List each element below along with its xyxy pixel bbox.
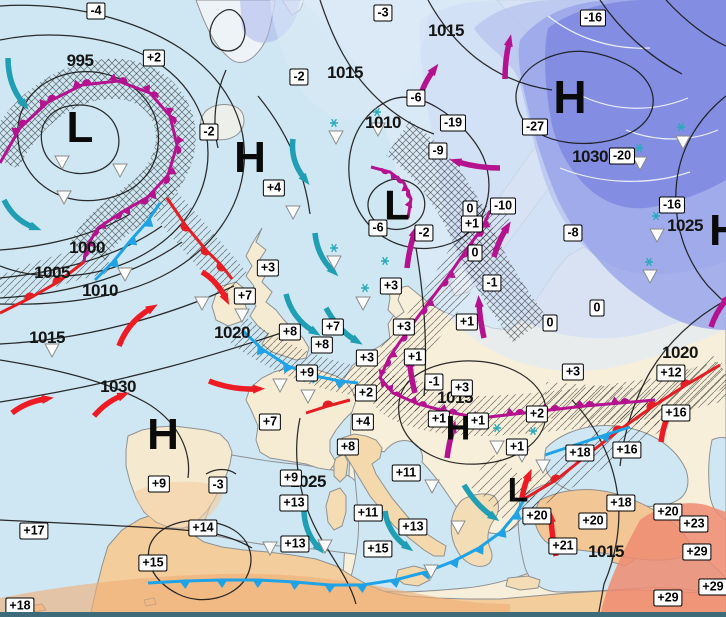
shower-symbol-icon	[424, 479, 440, 495]
snow-symbol-icon	[645, 257, 653, 267]
map-bottom-edge	[0, 612, 726, 617]
mag-wind-arrow	[444, 420, 457, 459]
shower-symbol-icon	[326, 255, 342, 271]
shower-symbol-icon	[535, 459, 551, 475]
snow-symbol-icon	[330, 118, 338, 128]
shower-symbol-icon	[370, 122, 386, 138]
mag-wind-arrow	[491, 221, 511, 258]
isobar-line	[209, 9, 246, 52]
shower-symbol-icon	[675, 135, 691, 151]
thickness-contour	[625, 129, 719, 140]
isobar-line	[515, 50, 654, 145]
shower-symbol-icon	[489, 440, 505, 456]
shower-symbol-icon	[355, 296, 371, 312]
cold-front	[544, 425, 631, 457]
thickness-contour	[547, 15, 651, 49]
red-wind-arrow	[207, 378, 265, 394]
snow-symbol-icon	[361, 283, 369, 293]
shower-symbol-icon	[262, 541, 278, 557]
snow-symbol-icon	[677, 122, 685, 132]
teal-wind-arrow	[1, 198, 42, 231]
cold-front	[147, 499, 526, 593]
shower-symbol-icon	[423, 564, 439, 580]
shower-symbol-icon	[54, 155, 70, 171]
red-wind-arrow	[200, 269, 230, 305]
shower-symbol-icon	[317, 539, 333, 555]
teal-wind-arrow	[461, 483, 500, 522]
shower-symbol-icon	[642, 269, 658, 285]
red-wind-arrow	[519, 468, 532, 499]
shower-symbol-icon	[117, 267, 133, 283]
isobar-line	[675, 95, 726, 305]
isobar-line	[665, 0, 726, 47]
crete	[505, 575, 541, 591]
isobar-line	[0, 4, 246, 305]
teal-wind-arrow	[5, 57, 29, 110]
snow-symbol-icon	[330, 243, 338, 253]
thickness-contour	[559, 167, 691, 182]
thickness-contour	[581, 95, 689, 109]
snow-symbol-icon	[493, 423, 501, 433]
warm-front	[305, 398, 351, 415]
snow-symbol-icon	[635, 143, 643, 153]
shower-symbol-icon	[112, 163, 128, 179]
snow-symbol-icon	[373, 107, 381, 117]
mag-wind-arrow	[405, 355, 418, 394]
shower-symbol-icon	[450, 520, 466, 536]
teal-wind-arrow	[283, 293, 321, 336]
iceland	[200, 104, 245, 141]
shower-symbol-icon	[300, 389, 316, 405]
shower-symbol-icon	[632, 156, 648, 172]
red-wind-arrow	[116, 304, 158, 348]
snow-symbol-icon	[652, 211, 660, 221]
shower-symbol-icon	[194, 296, 210, 312]
isobar-line	[427, 0, 553, 91]
shower-symbol-icon	[272, 378, 288, 394]
isobar-line	[0, 359, 190, 479]
occluded-front	[370, 165, 413, 219]
mag-wind-arrow	[474, 295, 487, 339]
teal-wind-arrow	[289, 138, 310, 186]
teal-wind-arrow	[312, 232, 339, 277]
shower-symbol-icon	[44, 343, 60, 359]
red-wind-arrow	[10, 395, 54, 416]
teal-wind-arrow	[382, 510, 414, 552]
mag-wind-arrow	[404, 225, 418, 269]
shower-symbol-icon	[56, 190, 72, 206]
occluded-front	[0, 73, 185, 263]
warm-air-nafrica	[0, 573, 510, 617]
isobar-line	[599, 0, 683, 75]
warm-front	[0, 260, 85, 315]
mag-wind-arrow	[449, 158, 501, 171]
shower-symbol-icon	[649, 228, 665, 244]
sardinia	[325, 487, 347, 531]
shower-symbol-icon	[285, 205, 301, 221]
mag-wind-arrow	[708, 293, 726, 328]
shower-symbol-icon	[234, 308, 250, 324]
isobar-line	[205, 468, 237, 475]
red-wind-arrow	[91, 392, 130, 418]
warm-front	[165, 197, 234, 280]
cold-air-greenland-sea	[270, 0, 430, 120]
hatched-front-band	[0, 243, 111, 306]
snow-symbol-icon	[381, 256, 389, 266]
shower-symbol-icon	[328, 130, 344, 146]
mag-wind-arrow	[502, 34, 513, 80]
cold-front	[93, 202, 162, 282]
snow-symbol-icon	[529, 426, 537, 436]
